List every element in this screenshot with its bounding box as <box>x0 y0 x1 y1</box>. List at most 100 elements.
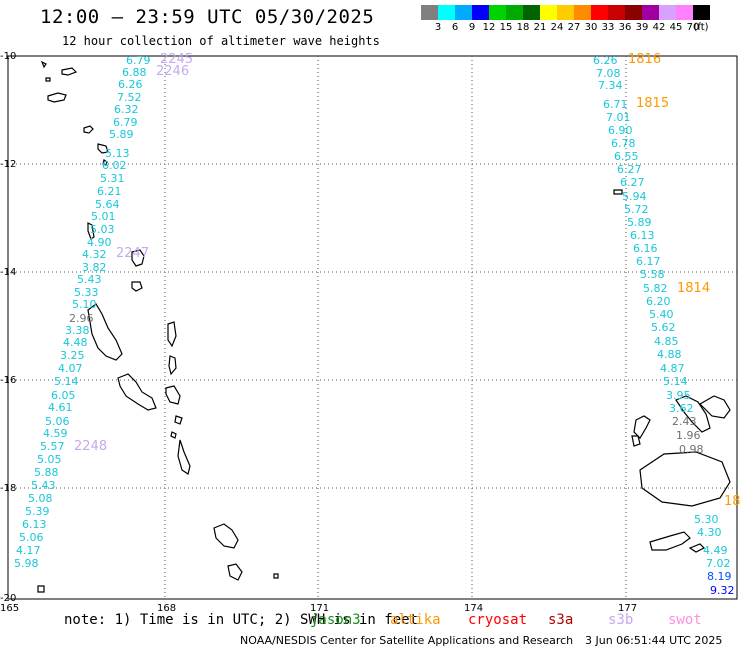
scale-swatch <box>472 5 489 20</box>
wave-height-value: 2.96 <box>69 312 94 325</box>
wave-height-value: 6.20 <box>646 295 671 308</box>
wave-height-value: 6.88 <box>122 66 147 79</box>
scale-label: 42 <box>652 22 666 33</box>
wave-height-value: 6.17 <box>636 255 661 268</box>
island <box>168 355 177 376</box>
time-tag: 2245 <box>160 52 194 67</box>
satellite-legend-cryosat: cryosat <box>468 612 528 628</box>
island <box>87 222 95 240</box>
wave-height-value: 6.32 <box>114 103 139 116</box>
scale-label: 45 <box>669 22 683 33</box>
wave-height-value: 6.71 <box>603 98 628 111</box>
island <box>170 431 177 439</box>
wave-height-value: 6.78 <box>611 137 636 150</box>
graticule <box>8 56 737 599</box>
scale-swatch <box>608 5 625 20</box>
wave-height-value: 4.88 <box>657 348 682 361</box>
island <box>40 60 47 69</box>
lon-label: 168 <box>157 603 177 614</box>
wave-height-value: 5.88 <box>34 466 59 479</box>
wave-height-value: 6.27 <box>620 176 645 189</box>
wave-height-value: 5.89 <box>627 216 652 229</box>
island <box>174 415 183 425</box>
island <box>213 523 239 549</box>
island <box>45 77 51 82</box>
time-tag: 1816 <box>628 52 662 67</box>
lat-label: -20 <box>0 593 17 604</box>
wave-height-value: 9.32 <box>710 584 735 597</box>
scale-swatch <box>676 5 693 20</box>
island <box>227 563 243 581</box>
scale-label: 9 <box>468 22 476 33</box>
island <box>633 415 651 439</box>
wave-height-value: 4.07 <box>58 362 83 375</box>
wave-height-value: 3.62 <box>669 402 694 415</box>
scale-swatch <box>489 5 506 20</box>
time-tag: 2246 <box>156 64 190 79</box>
wave-height-value: 5.13 <box>105 147 130 160</box>
wave-height-value: 8.19 <box>707 570 732 583</box>
lon-label: 165 <box>0 603 20 614</box>
wave-height-value: 7.08 <box>596 67 621 80</box>
map-title: 12:00 – 23:59 UTC 05/30/2025 <box>40 6 375 28</box>
island <box>131 249 145 267</box>
wave-height-value: 5.06 <box>45 415 70 428</box>
scale-swatch <box>421 5 438 20</box>
wave-height-value: 5.82 <box>643 282 668 295</box>
wave-height-value: 7.52 <box>117 91 142 104</box>
lat-label: -10 <box>0 51 17 62</box>
wave-height-value: 6.26 <box>593 54 618 67</box>
wave-height-value: 6.79 <box>126 54 151 67</box>
wave-height-value: 5.62 <box>651 321 676 334</box>
wave-height-value: 5.05 <box>37 453 62 466</box>
wave-height-value: 5.06 <box>19 531 44 544</box>
wave-height-value: 3.82 <box>82 261 107 274</box>
scale-swatch <box>693 5 710 20</box>
island <box>37 585 45 593</box>
wave-height-value: 5.30 <box>694 513 719 526</box>
island-espiritu-santo <box>87 303 123 361</box>
wave-height-value: 5.03 <box>90 223 115 236</box>
lat-label: -16 <box>0 375 17 386</box>
wave-height-value: 5.08 <box>28 492 53 505</box>
wave-height-value: 3.95 <box>666 389 691 402</box>
wave-height-value: 5.33 <box>74 286 99 299</box>
scale-label: 15 <box>499 22 513 33</box>
scale-label: 70 <box>686 22 700 33</box>
scale-swatch <box>540 5 557 20</box>
wave-height-value: 2.43 <box>672 415 697 428</box>
satellite-legend-jason3: jason3 <box>310 612 361 628</box>
island <box>167 321 177 348</box>
wave-height-value: 5.39 <box>25 505 50 518</box>
scale-label: 12 <box>482 22 496 33</box>
footer-note: note: 1) Time is in UTC; 2) SWH is in fe… <box>64 612 419 628</box>
scale-label: 33 <box>601 22 615 33</box>
wave-height-value: 5.14 <box>54 375 79 388</box>
wave-height-value: 5.94 <box>622 190 647 203</box>
wave-height-value: 6.13 <box>22 518 47 531</box>
scale-label: 39 <box>635 22 649 33</box>
wave-height-value: 5.64 <box>95 198 120 211</box>
wave-height-value: 6.55 <box>614 150 639 163</box>
island <box>61 67 78 76</box>
wave-height-value: 5.01 <box>91 210 116 223</box>
wave-height-value: 4.87 <box>660 362 685 375</box>
credit-line: NOAA/NESDIS Center for Satellite Applica… <box>240 634 574 647</box>
lon-label: 174 <box>464 603 484 614</box>
wave-height-value: 6.27 <box>617 163 642 176</box>
wave-height-value: 6.13 <box>630 229 655 242</box>
time-tag: 18 <box>724 494 740 509</box>
scale-label: 30 <box>584 22 598 33</box>
wave-height-value: 4.61 <box>48 401 73 414</box>
wave-height-value: 5.58 <box>640 268 665 281</box>
wave-height-value: 4.85 <box>654 335 679 348</box>
satellite-legend-s3b: s3b <box>608 612 634 628</box>
lat-label: -12 <box>0 159 17 170</box>
wave-height-value: 4.17 <box>16 544 41 557</box>
wave-height-value: 6.05 <box>51 389 76 402</box>
time-tag: 1814 <box>677 281 711 296</box>
wave-height-value: 1.96 <box>676 429 701 442</box>
island-vanua-levu <box>675 395 711 433</box>
wave-height-value: 5.98 <box>14 557 39 570</box>
scale-swatch <box>455 5 472 20</box>
